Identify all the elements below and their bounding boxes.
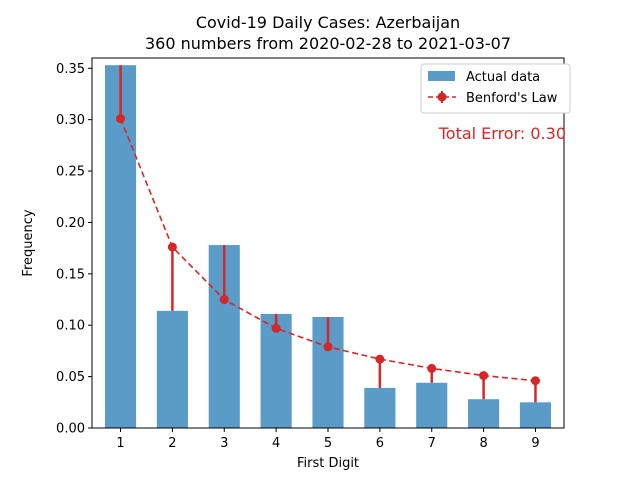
benford-point-digit-4 bbox=[271, 323, 281, 333]
x-tick-label-4: 4 bbox=[272, 436, 280, 451]
x-tick-label-7: 7 bbox=[428, 436, 436, 451]
y-tick-label-0.05: 0.05 bbox=[56, 370, 85, 385]
bar-digit-4 bbox=[260, 313, 292, 428]
x-tick-label-6: 6 bbox=[376, 436, 384, 451]
y-tick-label-0.10: 0.10 bbox=[56, 319, 85, 334]
bar-digit-7 bbox=[416, 382, 448, 428]
benford-point-digit-3 bbox=[219, 295, 229, 305]
benford-point-digit-1 bbox=[116, 114, 126, 124]
y-tick-label-0.25: 0.25 bbox=[56, 165, 85, 180]
benford-point-digit-5 bbox=[323, 342, 333, 352]
x-tick-label-3: 3 bbox=[220, 436, 228, 451]
benford-point-digit-6 bbox=[375, 354, 385, 364]
legend-swatch-actual bbox=[428, 71, 455, 81]
bar-digit-1 bbox=[104, 65, 137, 428]
y-axis-label: Frequency bbox=[21, 209, 36, 276]
legend-swatch-benford-marker bbox=[437, 92, 447, 102]
benford-point-digit-9 bbox=[530, 376, 540, 386]
legend-label-benford: Benford's Law bbox=[466, 91, 558, 106]
x-tick-label-1: 1 bbox=[116, 436, 124, 451]
y-tick-label-0.15: 0.15 bbox=[56, 267, 85, 282]
x-tick-label-2: 2 bbox=[168, 436, 176, 451]
x-tick-label-9: 9 bbox=[531, 436, 539, 451]
y-tick-label-0.20: 0.20 bbox=[56, 216, 85, 231]
x-axis-label: First Digit bbox=[297, 456, 359, 471]
benford-point-digit-2 bbox=[167, 242, 177, 252]
legend-label-actual: Actual data bbox=[466, 70, 540, 85]
bar-digit-2 bbox=[156, 310, 188, 428]
benford-point-digit-7 bbox=[427, 363, 437, 373]
chart-subtitle: 360 numbers from 2020-02-28 to 2021-03-0… bbox=[145, 34, 511, 53]
chart-title: Covid-19 Daily Cases: Azerbaijan bbox=[196, 13, 460, 32]
y-tick-label-0.00: 0.00 bbox=[56, 422, 85, 437]
y-tick-label-0.35: 0.35 bbox=[56, 62, 85, 77]
bar-digit-9 bbox=[519, 402, 552, 428]
x-tick-label-8: 8 bbox=[479, 436, 487, 451]
benford-point-digit-8 bbox=[479, 371, 489, 381]
x-tick-label-5: 5 bbox=[324, 436, 332, 451]
legend: Actual data Benford's Law bbox=[420, 63, 571, 114]
legend-frame bbox=[420, 63, 571, 114]
plot-area: 1 2 3 4 5 6 7 8 9 0.00 0.05 0.10 0.15 0.20 0.25 0.30 0.3… bbox=[56, 57, 565, 451]
y-tick-label-0.30: 0.30 bbox=[56, 113, 85, 128]
bar-digit-8 bbox=[468, 399, 500, 428]
total-error-annotation: Total Error: 0.30 bbox=[438, 124, 566, 143]
bar-digit-6 bbox=[364, 387, 396, 428]
